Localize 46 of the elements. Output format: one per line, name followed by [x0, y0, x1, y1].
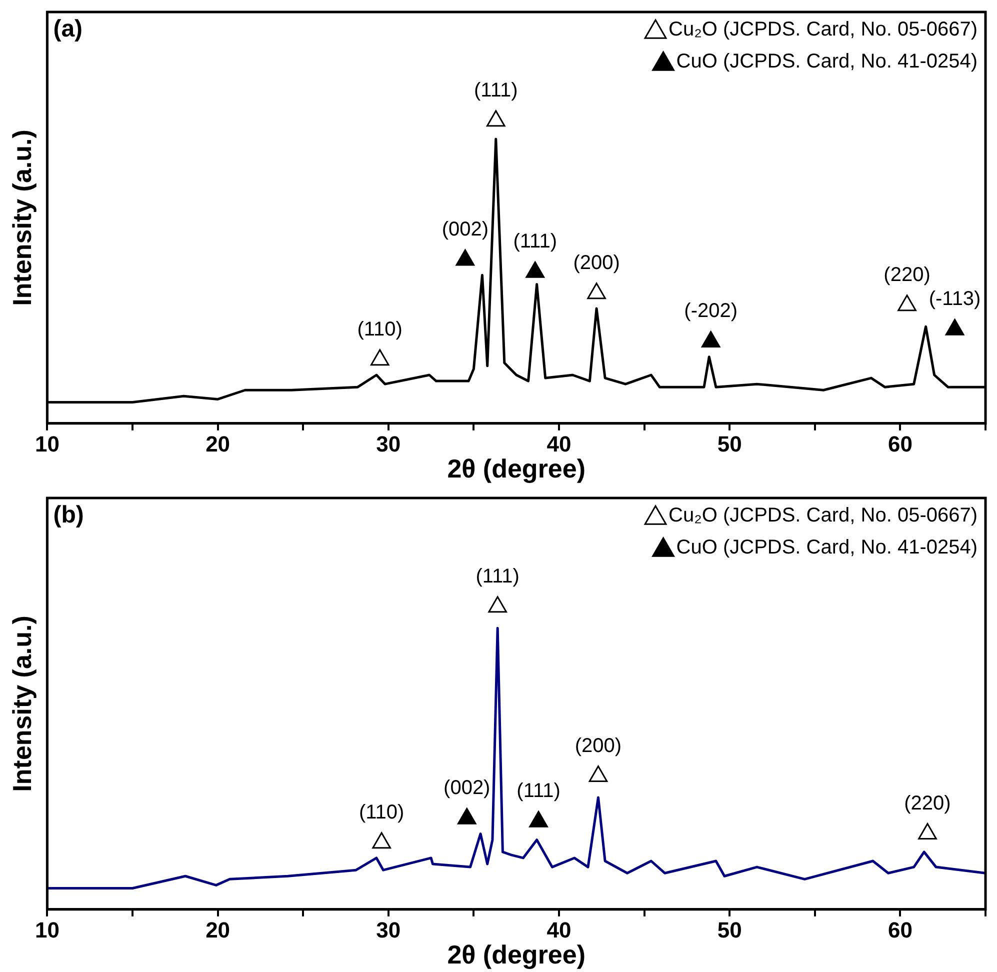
legend-label: Cu₂O (JCPDS. Card, No. 05-0667) — [668, 504, 978, 527]
legend-label: CuO (JCPDS. Card, No. 41-0254) — [676, 50, 978, 73]
annotation: (002) — [442, 218, 489, 241]
point — [898, 294, 916, 312]
text: (111) — [476, 565, 520, 588]
annotation: (002) — [444, 777, 490, 800]
annotation: (200) — [573, 252, 620, 274]
point — [918, 823, 937, 840]
point — [587, 282, 606, 300]
point — [526, 261, 545, 278]
point — [529, 810, 548, 828]
point — [486, 110, 506, 127]
annotation: (111) — [513, 230, 557, 253]
annotation: (-113) — [928, 288, 981, 310]
point — [488, 596, 507, 613]
x-tick-label: 20 — [206, 432, 230, 457]
point — [370, 349, 390, 366]
annotation: (110) — [358, 801, 404, 824]
point — [588, 766, 608, 782]
x-tick-label: 10 — [34, 432, 60, 457]
point — [457, 808, 476, 824]
x-tick-label: 20 — [206, 918, 230, 943]
point — [456, 249, 475, 266]
legend-label: CuO (JCPDS. Card, No. 41-0254) — [676, 536, 978, 559]
annotation: (200) — [574, 734, 622, 757]
x-tick-label: 10 — [34, 918, 60, 943]
point — [701, 330, 720, 348]
chart-title: (b) — [53, 502, 84, 529]
legend-label: Cu₂O (JCPDS. Card, No. 05-0667) — [668, 18, 978, 41]
x-tick-label: 50 — [717, 432, 742, 457]
x-tick-label: 30 — [376, 432, 401, 457]
y-axis-title: Intensity (a.u.) — [6, 130, 37, 306]
point — [945, 318, 964, 336]
annotation: (-202) — [684, 300, 738, 322]
text: (111) — [474, 79, 518, 102]
annotation: (220) — [904, 792, 951, 814]
annotation: (111) — [516, 780, 560, 802]
y-axis-title: Intensity (a.u.) — [6, 616, 37, 792]
chart-title: (a) — [53, 16, 83, 43]
x-tick-label: 60 — [888, 432, 912, 457]
annotation: (220) — [884, 264, 930, 286]
annotation: (110) — [357, 318, 402, 340]
x-tick-label: 30 — [376, 918, 401, 943]
x-tick-label: 50 — [717, 918, 742, 943]
point — [372, 832, 391, 849]
x-tick-label: 60 — [888, 918, 912, 943]
